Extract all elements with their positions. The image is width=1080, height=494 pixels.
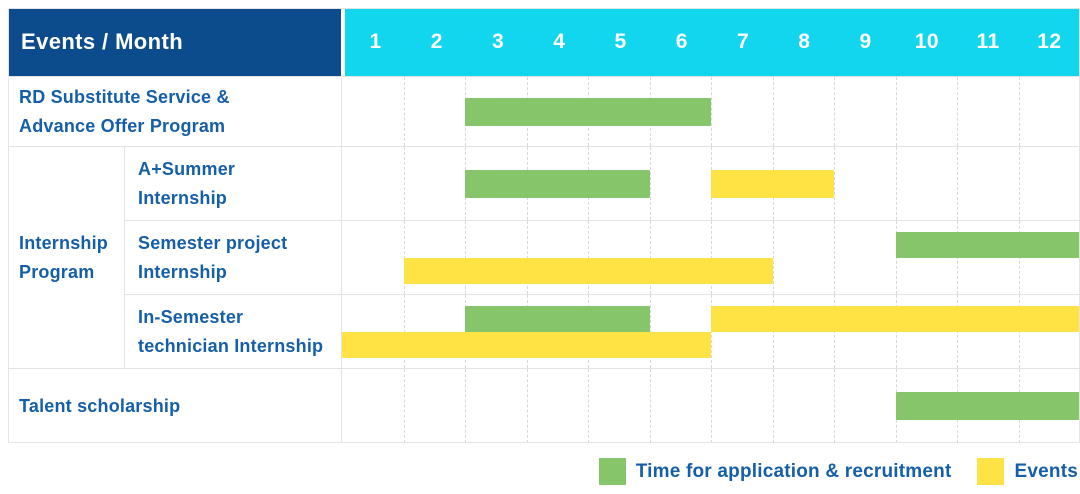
month-gridline — [1018, 147, 1020, 220]
recruitment-bar — [465, 97, 711, 126]
month-gridline — [465, 369, 466, 443]
month-gridline — [588, 369, 589, 443]
chart-row-a-summer — [341, 146, 1080, 220]
month-label: 2 — [430, 30, 443, 53]
month-gridline — [895, 221, 897, 294]
month-gridline — [895, 77, 897, 146]
event-bar — [342, 331, 711, 358]
month-header-row: 1 2 3 4 5 6 7 8 9 10 11 12 — [341, 8, 1080, 76]
month-gridline — [711, 295, 712, 368]
month-label: 7 — [737, 30, 750, 53]
chart-row-in-semester — [341, 294, 1080, 368]
recruitment-bar — [465, 169, 650, 198]
month-gridline — [772, 295, 774, 368]
recruitment-bar — [895, 231, 1080, 258]
row-label-a-summer: A+Summer Internship — [124, 146, 341, 220]
event-bar — [711, 169, 834, 198]
corner-header: Events / Month — [8, 8, 341, 76]
month-gridline — [1018, 77, 1020, 146]
month-gridline — [957, 147, 958, 220]
month-gridline — [895, 295, 897, 368]
month-gridline — [834, 221, 835, 294]
month-gridline — [403, 77, 405, 146]
month-gridline — [834, 147, 835, 220]
legend-swatch-recruitment — [598, 458, 626, 485]
legend-label-recruitment: Time for application & recruitment — [635, 460, 952, 482]
month-gridline — [834, 369, 835, 443]
chart-row-semester-project — [341, 220, 1080, 294]
event-bar — [403, 257, 773, 284]
month-label: 8 — [798, 30, 811, 53]
legend-swatch-events — [977, 458, 1005, 485]
month-gridline — [834, 295, 835, 368]
legend: Time for application & recruitment Event… — [598, 458, 1078, 485]
recruitment-bar — [895, 392, 1080, 420]
month-label: 4 — [553, 30, 566, 53]
chart-row-talent-scholarship — [341, 368, 1080, 443]
chart-row-rd-substitute — [341, 76, 1080, 146]
gantt-chart: Events / Month 1 2 3 4 5 6 7 8 9 10 11 12 RD Substi… — [8, 8, 1080, 443]
month-gridline — [649, 369, 651, 443]
month-gridline — [1018, 295, 1020, 368]
month-label: 9 — [859, 30, 872, 53]
row-label-semester-project: Semester project Internship — [124, 220, 341, 294]
month-gridline — [957, 77, 958, 146]
month-label: 12 — [1037, 30, 1062, 53]
month-gridline — [403, 147, 405, 220]
month-gridline — [711, 369, 712, 443]
month-gridline — [895, 147, 897, 220]
month-label: 6 — [675, 30, 688, 53]
month-label: 10 — [914, 30, 940, 53]
month-gridline — [711, 77, 712, 146]
month-label: 1 — [369, 30, 382, 53]
month-gridline — [957, 221, 958, 294]
legend-label-events: Events — [1014, 460, 1078, 482]
recruitment-bar — [465, 305, 650, 332]
events-month-title: Events / Month — [21, 29, 184, 54]
month-gridline — [772, 221, 774, 294]
month-gridline — [649, 147, 651, 220]
month-label: 11 — [976, 30, 1000, 53]
month-label: 3 — [492, 30, 505, 53]
month-gridline — [772, 77, 774, 146]
month-gridline — [526, 369, 528, 443]
month-gridline — [1018, 221, 1020, 294]
event-bar — [711, 305, 1080, 332]
month-gridline — [772, 369, 774, 443]
month-gridline — [957, 295, 958, 368]
month-gridline — [403, 369, 405, 443]
row-label-rd-substitute: RD Substitute Service & Advance Offer Pr… — [8, 76, 341, 146]
row-label-talent-scholarship: Talent scholarship — [8, 368, 341, 443]
group-label-internship-program: Internship Program — [8, 146, 124, 368]
row-label-in-semester: In-Semester technician Internship — [124, 294, 341, 368]
month-gridline — [834, 77, 835, 146]
month-label: 5 — [614, 30, 627, 53]
